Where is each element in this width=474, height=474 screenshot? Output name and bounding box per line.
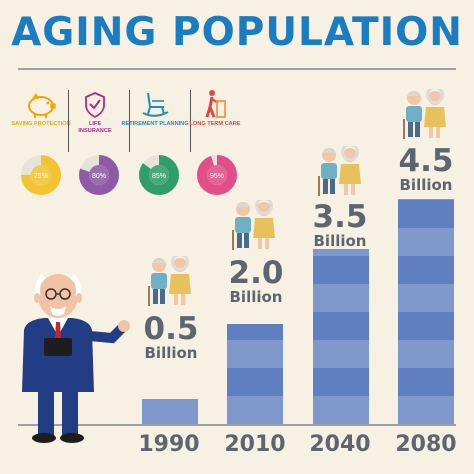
year-label-2010: 2010 <box>224 432 286 457</box>
category-life-insurance: LIFE INSURANCE <box>56 87 134 134</box>
businessman-illustration <box>22 274 130 443</box>
bar-segment <box>227 324 283 340</box>
bar-segment <box>313 249 369 256</box>
donut-center <box>89 165 109 185</box>
title-divider <box>18 68 456 70</box>
value-label-2010: 2.0 Billion <box>219 257 293 305</box>
bar-segment <box>398 368 454 396</box>
donut-long-term-care: 95% <box>197 155 237 195</box>
bar-segment <box>398 396 454 424</box>
bar-segment <box>398 228 454 256</box>
bar-segment <box>313 312 369 340</box>
walker-person-icon <box>176 87 254 119</box>
donut-percent-label: 95% <box>210 173 224 180</box>
piggy-bank-icon <box>2 87 80 119</box>
donut-saving-protection: 75% <box>21 155 61 195</box>
elderly-couple-icon <box>317 146 363 198</box>
donut-center <box>31 165 51 185</box>
bar-segment <box>398 340 454 368</box>
donut-arc <box>21 155 61 195</box>
bar-segment <box>398 199 454 200</box>
donut-center <box>149 165 169 185</box>
category-divider <box>129 90 130 152</box>
category-saving-protection: SAVING PROTECTION <box>2 87 80 128</box>
bar-segment <box>142 399 198 424</box>
donut-retirement-planning: 85% <box>139 155 179 195</box>
bar-segment <box>398 200 454 228</box>
category-label: SAVING PROTECTION <box>11 121 71 127</box>
value-unit: Billion <box>313 232 367 250</box>
value-unit: Billion <box>229 288 283 306</box>
donut-percent-label: 80% <box>92 173 106 180</box>
bar-segment <box>227 368 283 396</box>
value-number: 4.5 <box>398 143 454 179</box>
donut-life-insurance: 80% <box>79 155 119 195</box>
shield-check-icon <box>56 87 134 119</box>
value-unit: Billion <box>144 344 198 362</box>
donut-arc <box>197 155 237 195</box>
bar-segment <box>313 284 369 312</box>
value-number: 3.5 <box>312 199 368 235</box>
category-divider <box>68 90 69 152</box>
bar-segment <box>313 396 369 424</box>
donut-percent-label: 75% <box>34 173 48 180</box>
category-label: RETIREMENT PLANNING <box>121 121 189 127</box>
donut-arc <box>79 155 119 195</box>
bar-segment <box>313 340 369 368</box>
value-unit: Billion <box>399 176 453 194</box>
value-number: 2.0 <box>228 255 284 291</box>
donut-percent-label: 85% <box>152 173 166 180</box>
bar-segment <box>398 284 454 312</box>
category-label: LONG TERM CARE <box>189 121 241 127</box>
year-label-2080: 2080 <box>395 432 457 457</box>
bar-segment <box>227 396 283 424</box>
category-long-term-care: LONG TERM CARE <box>176 87 254 128</box>
bar-segment <box>313 256 369 284</box>
elderly-couple-icon <box>147 256 193 308</box>
rocking-chair-icon <box>116 87 194 119</box>
category-label: LIFE INSURANCE <box>78 121 112 134</box>
donut-arc <box>139 155 179 195</box>
value-number: 0.5 <box>143 311 199 347</box>
value-label-2080: 4.5 Billion <box>389 145 463 193</box>
year-label-2040: 2040 <box>309 432 371 457</box>
bar-segment <box>313 368 369 396</box>
bar-segment <box>398 256 454 284</box>
donut-center <box>207 165 227 185</box>
bar-segment <box>227 340 283 368</box>
category-retirement-planning: RETIREMENT PLANNING <box>116 87 194 128</box>
value-label-2040: 3.5 Billion <box>303 201 377 249</box>
page-title: AGING POPULATION <box>11 10 463 55</box>
year-label-1990: 1990 <box>138 432 200 457</box>
value-label-1990: 0.5 Billion <box>134 313 208 361</box>
bar-segment <box>398 312 454 340</box>
elderly-couple-icon <box>231 200 277 252</box>
elderly-couple-icon <box>402 89 448 141</box>
category-divider <box>190 90 191 152</box>
